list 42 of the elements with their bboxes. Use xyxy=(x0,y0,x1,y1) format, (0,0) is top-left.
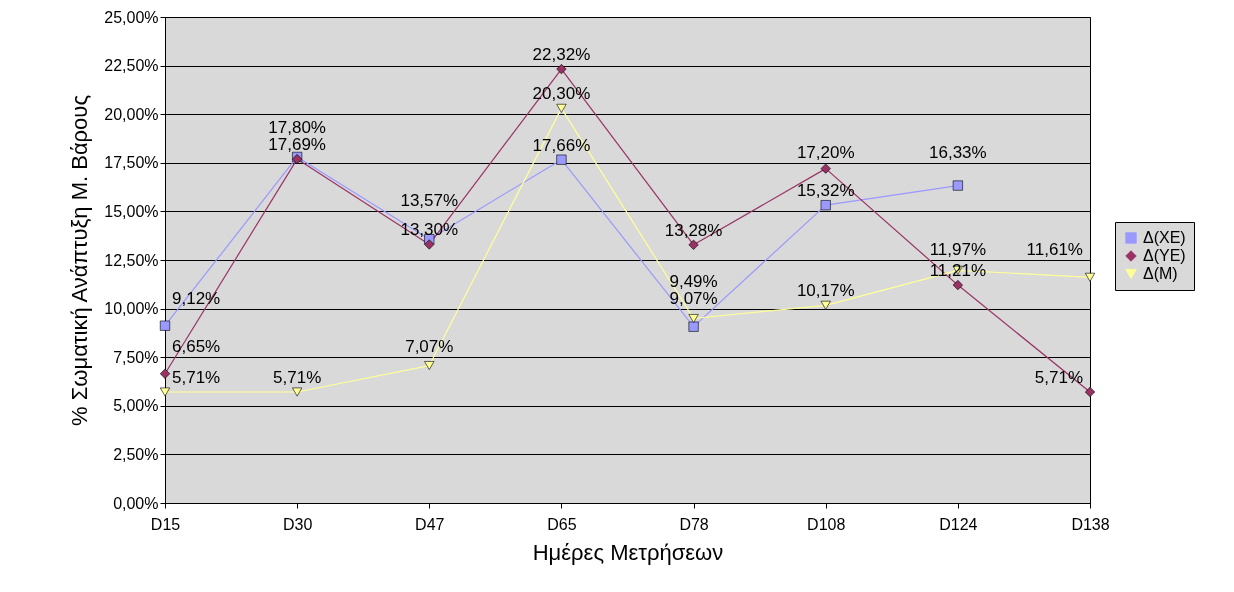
data-label: 11,21% xyxy=(929,261,987,281)
y-tick-label: 2,50% xyxy=(113,445,159,463)
data-label: 17,66% xyxy=(532,135,591,155)
y-tick-label: 17,50% xyxy=(104,154,159,172)
legend-label: Δ(M) xyxy=(1143,265,1178,282)
y-tick-label: 20,00% xyxy=(104,105,159,123)
legend-label: Δ(YE) xyxy=(1143,247,1186,264)
x-axis-title: Ημέρες Μετρήσεων xyxy=(532,539,724,565)
data-label: 9,07% xyxy=(669,288,718,308)
x-tick-label: D78 xyxy=(679,515,709,533)
data-label: 16,33% xyxy=(929,142,987,162)
data-label: 7,07% xyxy=(405,337,454,357)
data-label: 15,32% xyxy=(796,181,855,201)
x-tick-label: D65 xyxy=(547,515,577,533)
y-tick-label: 7,50% xyxy=(113,348,159,366)
data-label: 13,57% xyxy=(400,191,459,211)
y-tick-label: 5,00% xyxy=(113,397,159,415)
data-label: 17,69% xyxy=(268,135,326,155)
y-axis-title: % Σωματική Ανάπτυξη Μ. Βάρους xyxy=(67,95,93,426)
x-tick-label: D138 xyxy=(1071,515,1110,533)
data-label: 10,17% xyxy=(796,281,855,301)
y-tick-label: 0,00% xyxy=(113,494,159,512)
y-tick-label: 15,00% xyxy=(104,202,159,220)
x-tick-label: D108 xyxy=(807,515,846,533)
data-label: 17,80% xyxy=(268,118,326,138)
x-tick-label: D47 xyxy=(415,515,445,533)
y-tick-label: 25,00% xyxy=(104,8,159,26)
data-label: 6,65% xyxy=(172,337,221,357)
legend-label: Δ(XE) xyxy=(1143,229,1186,246)
data-label: 22,32% xyxy=(532,45,591,65)
data-label: 11,97% xyxy=(929,240,987,259)
y-tick-label: 22,50% xyxy=(104,57,159,75)
x-tick-label: D15 xyxy=(150,515,181,533)
y-tick-label: 10,00% xyxy=(104,300,159,318)
data-label: 5,71% xyxy=(172,368,221,387)
y-tick-label: 12,50% xyxy=(104,251,159,269)
data-label: 17,20% xyxy=(796,142,855,162)
data-label: 5,71% xyxy=(273,368,322,387)
x-tick-label: D30 xyxy=(282,515,313,533)
data-label: 9,49% xyxy=(669,271,718,291)
data-label: 11,61% xyxy=(1026,240,1083,259)
x-tick-label: D124 xyxy=(939,515,978,533)
